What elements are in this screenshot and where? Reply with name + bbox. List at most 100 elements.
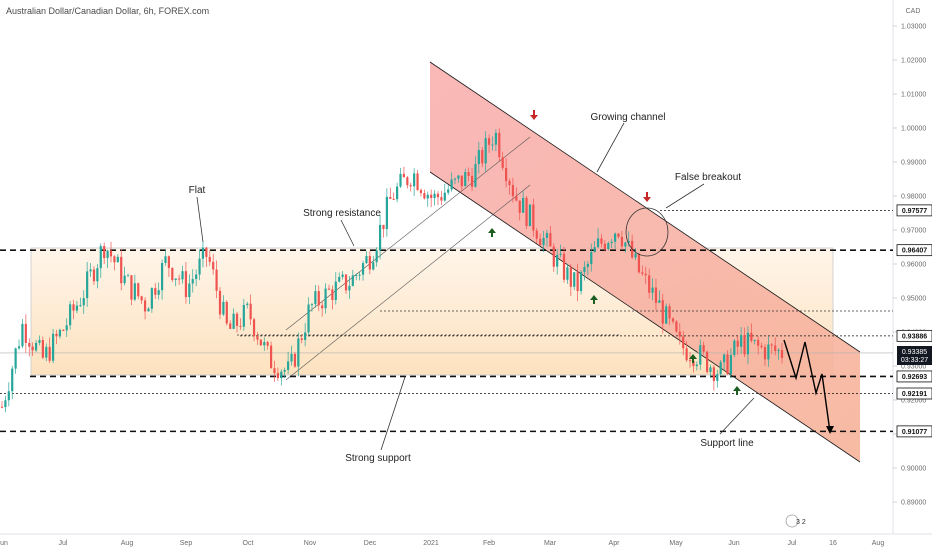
candle-body	[290, 353, 293, 362]
candle-body	[160, 262, 164, 291]
currency-label: CAD	[906, 8, 921, 15]
candle-body	[229, 323, 232, 329]
candle-body	[137, 283, 140, 297]
candle-body	[777, 350, 780, 352]
candle-body	[419, 190, 423, 194]
candle-body	[341, 274, 344, 277]
x-tick-label: Oct	[243, 540, 254, 547]
current-price-value: 0.93385	[902, 349, 927, 356]
y-tick-label: 0.90000	[901, 466, 926, 473]
candle-body	[685, 348, 688, 361]
projection-path	[783, 339, 831, 433]
chart-title: Australian Dollar/Canadian Dollar, 6h, F…	[6, 6, 209, 16]
y-tick-label: 0.97000	[901, 228, 926, 235]
rising-channel-line-2	[285, 184, 531, 381]
candle-body	[593, 247, 596, 253]
candle-body	[34, 342, 38, 351]
candle-body	[501, 157, 504, 168]
candle-body	[21, 323, 24, 347]
x-tick-label: Aug	[872, 540, 885, 547]
candle-body	[208, 256, 211, 262]
candle-body	[86, 271, 89, 299]
candle-body	[167, 256, 170, 268]
candle-body	[41, 340, 44, 358]
x-tick-label: Jul	[59, 540, 68, 547]
candle-body	[259, 339, 262, 346]
annotation-support-line: Support line	[700, 438, 754, 449]
candle-body	[96, 268, 99, 282]
candle-body	[634, 253, 637, 258]
candle-body	[4, 400, 7, 408]
candle-body	[753, 339, 756, 341]
candle-body	[215, 269, 218, 291]
candle-body	[430, 194, 433, 198]
candle-body	[246, 303, 249, 305]
candle-body	[539, 238, 542, 246]
candle-body	[705, 351, 709, 372]
candle-body	[651, 287, 654, 293]
level-price-box	[896, 425, 932, 438]
candle-body	[276, 373, 279, 379]
candle-body	[757, 339, 760, 346]
level-price-box	[896, 370, 932, 383]
time-axis: un Jul Aug Sep Oct Nov Dec 2021 Feb Mar Apr May Jun J…	[0, 540, 884, 547]
candle-body	[31, 346, 34, 351]
candle-body	[92, 269, 96, 282]
current-price-badge	[897, 346, 932, 365]
candle-body	[195, 274, 198, 279]
candle-body	[498, 132, 501, 158]
candle-body	[368, 256, 371, 270]
candle-body	[378, 224, 382, 251]
candle-body	[327, 288, 331, 290]
level-price-label: 0.96407	[902, 248, 927, 255]
price-label-boxes: 0.97577 0.96407 0.93886 0.92693 0.92191 0.910…	[896, 204, 932, 438]
candle-body	[692, 360, 695, 367]
candle-body	[729, 355, 733, 374]
candle-body	[51, 333, 55, 361]
candle-body	[641, 272, 644, 274]
candle-body	[99, 246, 102, 269]
candle-body	[205, 247, 208, 257]
level-price-box	[896, 204, 932, 217]
candle-body	[770, 344, 773, 346]
candle-body	[763, 347, 767, 360]
candle-body	[746, 332, 750, 355]
annotation-growing-channel: Growing channel	[590, 112, 665, 123]
candle-body	[658, 300, 661, 303]
candle-body	[174, 278, 177, 281]
candle-body	[702, 345, 705, 352]
price-levels	[0, 209, 893, 433]
false-breakout-circle	[625, 207, 669, 257]
candle-body	[310, 304, 314, 306]
candle-body	[576, 272, 579, 292]
candle-body	[596, 238, 600, 248]
candle-body	[62, 329, 65, 331]
candle-body	[235, 313, 239, 326]
candle-body	[375, 250, 378, 263]
candle-body	[269, 345, 273, 369]
candle-body	[304, 332, 307, 340]
candle-body	[614, 233, 617, 242]
candle-body	[225, 301, 228, 324]
y-tick-label: 0.95000	[901, 296, 926, 303]
candle-body	[552, 246, 555, 267]
candle-body	[780, 350, 784, 359]
candle-body	[28, 342, 31, 347]
candle-body	[426, 194, 429, 199]
candle-body	[518, 200, 521, 213]
candle-body	[198, 258, 201, 275]
candle-body	[515, 196, 518, 201]
candle-body	[460, 175, 463, 187]
candle-body	[396, 186, 399, 200]
event-badge-icon[interactable]	[785, 514, 799, 528]
candle-body	[443, 192, 446, 201]
candle-body	[671, 318, 675, 322]
candle-body	[579, 272, 583, 292]
candle-body	[75, 305, 79, 311]
projection-arrowhead	[826, 426, 834, 434]
level-price-label: 0.92191	[902, 391, 927, 398]
x-tick-label: un	[0, 540, 8, 547]
candle-body	[661, 300, 664, 324]
candle-body	[201, 247, 205, 259]
